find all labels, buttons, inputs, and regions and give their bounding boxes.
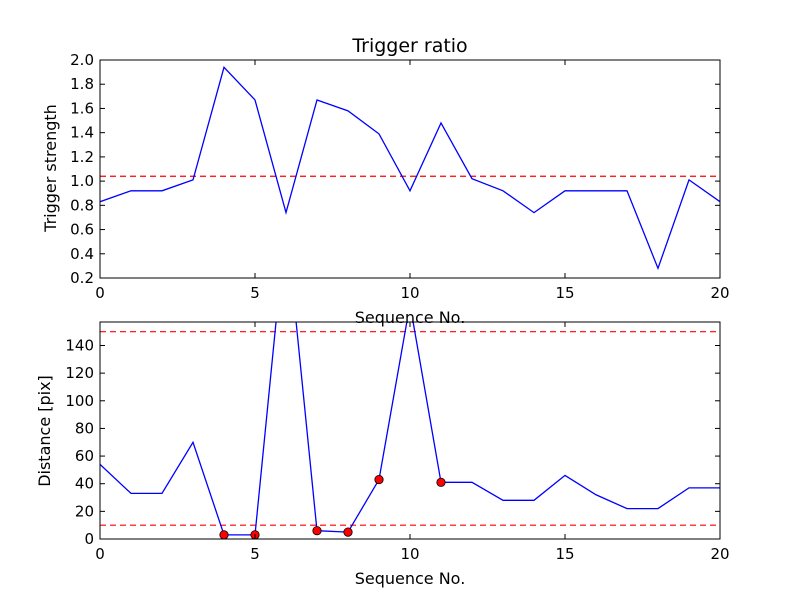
- chart-title: Trigger ratio: [351, 35, 467, 57]
- x-tick-label-bottom-2: 10: [400, 545, 419, 563]
- x-tick-label-bottom-0: 0: [95, 545, 105, 563]
- x-tick-label-top-3: 15: [555, 284, 574, 302]
- trigger-ratio-panel: Trigger ratio Trigger strength 0 5 10 15 20 0…: [41, 35, 730, 302]
- y-tick-label-top-2: 0.6: [70, 221, 94, 239]
- marker-point-bottom-2: [312, 526, 322, 536]
- marker-point-bottom-5: [436, 477, 446, 487]
- distance-panel: Distance [pix] Sequence No. 0 5 10 15 20 0 20 4…: [35, 321, 730, 588]
- x-tick-label-bottom-3: 15: [555, 545, 574, 563]
- y-tick-label-bottom-4: 80: [75, 419, 94, 437]
- y-tick-label-top-4: 1.0: [70, 172, 94, 190]
- y-axis-label-bottom: Distance [pix]: [35, 375, 54, 487]
- y-tick-label-top-7: 1.6: [70, 99, 94, 117]
- y-tick-label-top-9: 2.0: [70, 51, 94, 69]
- y-tick-label-bottom-0: 0: [84, 530, 94, 548]
- marker-point-bottom-0: [219, 530, 229, 540]
- data-line-bottom: [100, 322, 720, 536]
- y-tick-label-top-1: 0.4: [70, 245, 94, 263]
- y-tick-label-bottom-2: 40: [75, 475, 94, 493]
- y-tick-label-top-5: 1.2: [70, 148, 94, 166]
- marker-point-bottom-3: [343, 527, 353, 537]
- data-line-top: [100, 65, 720, 271]
- x-axis-label-bottom: Sequence No.: [355, 569, 466, 588]
- x-tick-label-top-0: 0: [95, 284, 105, 302]
- y-tick-label-bottom-5: 100: [65, 392, 94, 410]
- y-tick-label-bottom-6: 120: [65, 364, 94, 382]
- y-tick-label-top-3: 0.8: [70, 196, 94, 214]
- x-axis-label-top: Sequence No.: [355, 308, 466, 327]
- y-tick-label-top-0: 0.2: [70, 269, 94, 287]
- y-tick-label-bottom-1: 20: [75, 502, 94, 520]
- y-axis-label-top: Trigger strength: [41, 104, 60, 233]
- x-tick-label-top-1: 5: [250, 284, 260, 302]
- y-tick-label-top-8: 1.8: [70, 75, 94, 93]
- x-tick-label-top-2: 10: [400, 284, 419, 302]
- marker-point-bottom-4: [374, 474, 384, 485]
- x-tick-label-bottom-1: 5: [250, 545, 260, 563]
- y-tick-label-top-6: 1.4: [70, 124, 94, 142]
- x-tick-label-top-4: 20: [710, 284, 729, 302]
- y-tick-label-bottom-7: 140: [65, 336, 94, 354]
- y-tick-label-bottom-3: 60: [75, 447, 94, 465]
- x-tick-label-bottom-4: 20: [710, 545, 729, 563]
